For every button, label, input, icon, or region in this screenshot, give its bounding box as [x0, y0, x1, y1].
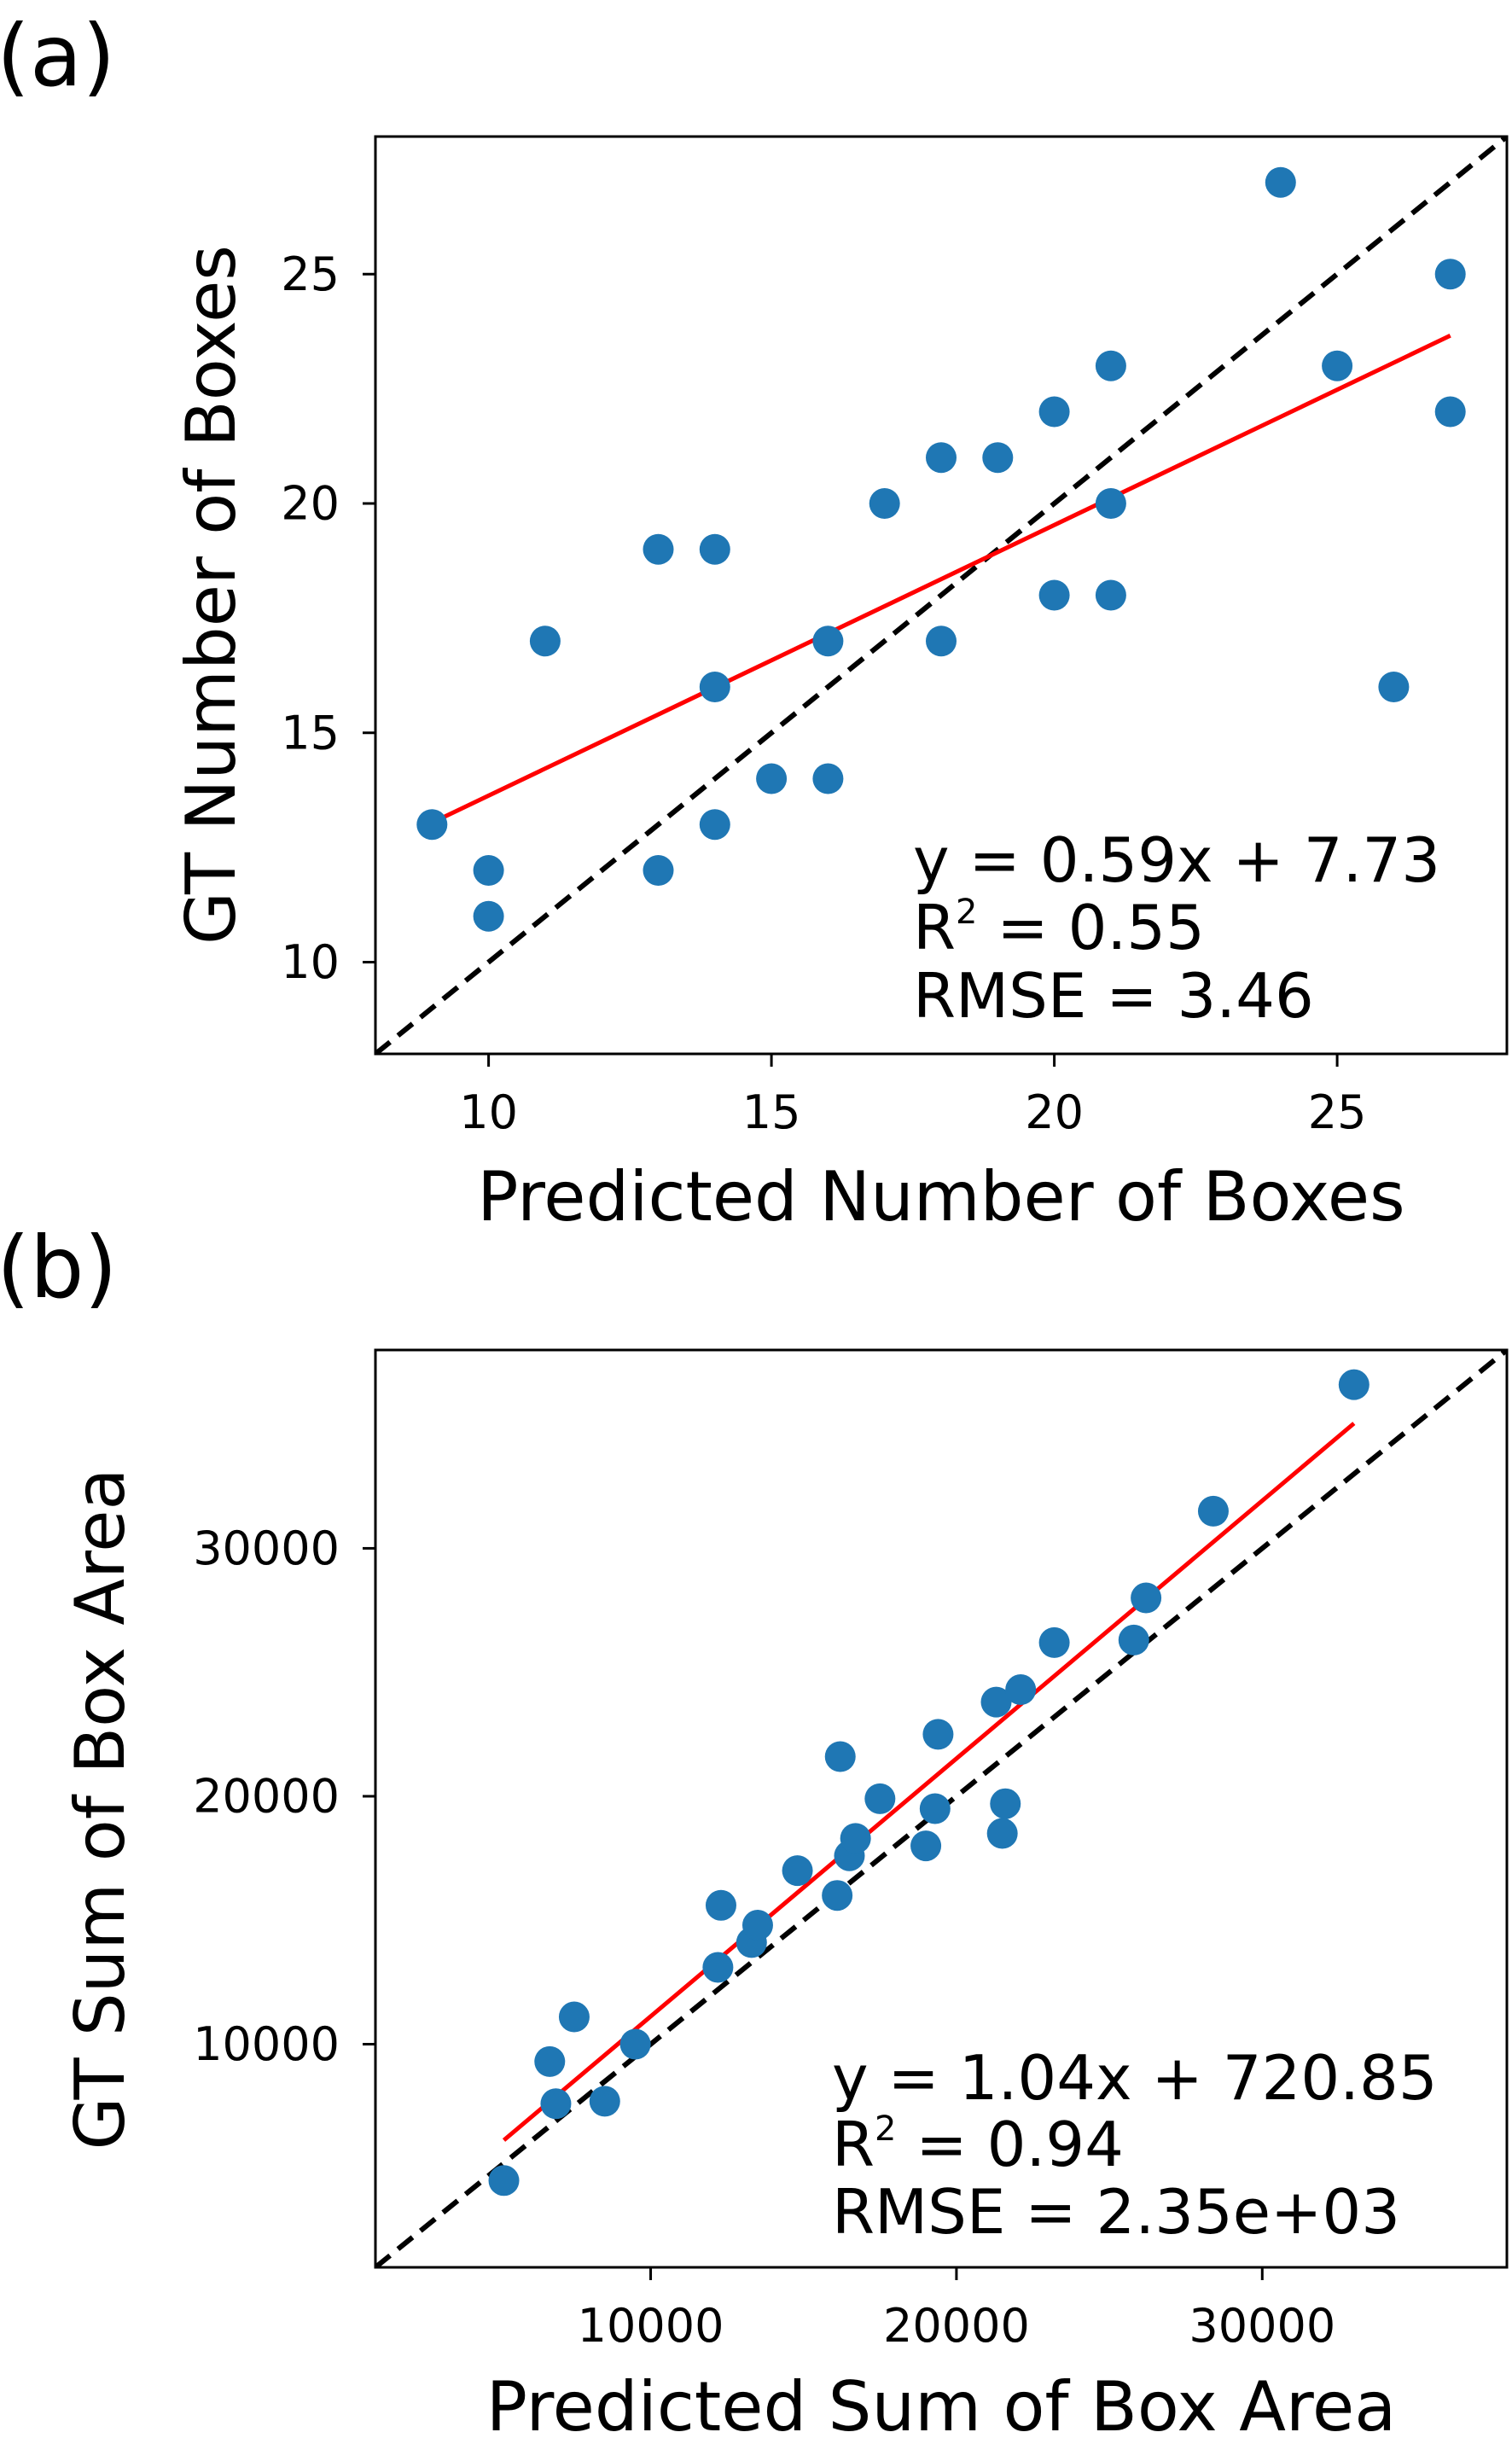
y-axis-title: GT Sum of Box Area	[61, 1468, 140, 2150]
regression-equation: y = 0.59x + 7.73	[913, 824, 1440, 896]
scatter-point	[416, 809, 448, 841]
y-tick-label: 30000	[193, 1522, 340, 1575]
scatter-point	[699, 672, 730, 702]
identity-line	[375, 137, 1507, 1054]
axes-frame	[374, 135, 1509, 1056]
scatter-point	[741, 1910, 773, 1941]
scatter-point	[822, 1880, 853, 1911]
y-tick-label: 10	[281, 935, 340, 989]
scatter-point	[529, 626, 561, 657]
y-tick-label: 10000	[193, 2017, 340, 2071]
x-axis: 10000 20000 30000	[578, 2267, 1335, 2353]
scatter-point	[488, 2165, 520, 2197]
scatter-point	[1434, 396, 1466, 428]
scatter-point	[1095, 350, 1126, 381]
r-squared-value: = 0.55	[977, 892, 1204, 963]
x-axis-title: Predicted Number of Boxes	[477, 1157, 1404, 1236]
r-squared-value: = 0.94	[896, 2109, 1123, 2180]
scatter-point	[1095, 488, 1126, 519]
scatter-point	[1378, 672, 1410, 702]
scatter-point	[558, 2001, 590, 2033]
scatter-point	[1197, 1495, 1229, 1527]
scatter-point	[589, 2086, 620, 2117]
x-tick-label: 20000	[883, 2299, 1030, 2353]
panel-b-label: (b)	[0, 1218, 118, 1318]
scatter-point	[864, 1783, 896, 1814]
scatter-point	[473, 900, 504, 932]
scatter-point	[1095, 579, 1126, 611]
panel-a: (a) 10 15 20 25 10 15 20	[0, 6, 1509, 1236]
r-squared-symbol: R	[913, 892, 956, 963]
scatter-point	[699, 809, 730, 841]
scatter-point	[926, 442, 957, 474]
y-tick-label: 20	[281, 477, 340, 531]
scatter-point	[910, 1830, 942, 1862]
x-tick-label: 25	[1308, 1085, 1367, 1139]
r-squared-exponent: 2	[875, 2109, 896, 2149]
scatter-point	[1434, 259, 1466, 290]
scatter-point	[982, 442, 1014, 474]
scatter-point	[705, 1889, 736, 1921]
scatter-point	[926, 626, 957, 657]
scatter-points	[488, 1369, 1370, 2197]
regression-line	[431, 334, 1451, 825]
scatter-point	[812, 626, 844, 657]
scatter-point	[922, 1719, 954, 1750]
x-tick-label: 30000	[1189, 2299, 1335, 2353]
scatter-point	[1038, 396, 1070, 428]
x-tick-label: 10	[459, 1085, 518, 1139]
scatter-point	[840, 1823, 871, 1854]
scatter-point	[980, 1686, 1012, 1718]
scatter-point	[1118, 1624, 1149, 1655]
scatter-points	[416, 166, 1466, 932]
x-axis-title: Predicted Sum of Box Area	[486, 2367, 1397, 2438]
y-axis: 10 15 20 25	[281, 247, 375, 989]
r-squared: R2 = 0.55	[913, 892, 1205, 963]
y-axis-title: GT Number of Boxes	[172, 245, 251, 945]
scatter-point	[1038, 1626, 1070, 1658]
scatter-point	[1322, 350, 1353, 381]
scatter-point	[1038, 579, 1070, 611]
r-squared-exponent: 2	[956, 893, 977, 932]
scatter-point	[699, 533, 730, 565]
scatter-point	[869, 488, 900, 519]
y-tick-label: 15	[281, 706, 340, 759]
scatter-point	[1338, 1369, 1370, 1400]
scatter-point	[643, 855, 674, 886]
scatter-point	[782, 1855, 813, 1887]
scatter-point	[1131, 1582, 1162, 1614]
r-squared-symbol: R	[832, 2109, 875, 2180]
scatter-point	[1005, 1674, 1037, 1706]
y-tick-label: 25	[281, 247, 340, 301]
scatter-point	[540, 2088, 572, 2120]
rmse: RMSE = 3.46	[913, 960, 1314, 1032]
panel-b: (b) 10000 20000 30000 10000 20000 30000 …	[0, 1218, 1509, 2438]
x-tick-label: 10000	[578, 2299, 724, 2353]
scatter-point	[1265, 166, 1296, 198]
y-axis: 10000 20000 30000	[193, 1522, 375, 2071]
scatter-point	[756, 763, 788, 794]
regression-equation: y = 1.04x + 720.85	[832, 2042, 1438, 2114]
rmse: RMSE = 2.35e+03	[832, 2176, 1400, 2248]
scatter-point	[473, 855, 504, 886]
scatter-point	[534, 2045, 566, 2077]
x-tick-label: 20	[1025, 1085, 1084, 1139]
panel-a-label: (a)	[0, 6, 115, 106]
scatter-point	[986, 1818, 1018, 1849]
scatter-point	[702, 1952, 734, 1983]
y-tick-label: 20000	[193, 1769, 340, 1823]
scatter-point	[919, 1793, 951, 1824]
x-tick-label: 15	[742, 1085, 801, 1139]
scatter-point	[619, 2028, 651, 2060]
axes-frame	[374, 1348, 1509, 2269]
x-axis: 10 15 20 25	[459, 1054, 1366, 1139]
r-squared: R2 = 0.94	[832, 2109, 1124, 2180]
scatter-point	[812, 763, 844, 794]
regression-line	[502, 1422, 1356, 2142]
scatter-point	[990, 1788, 1021, 1819]
scatter-point	[824, 1741, 856, 1772]
scatter-point	[643, 533, 674, 565]
